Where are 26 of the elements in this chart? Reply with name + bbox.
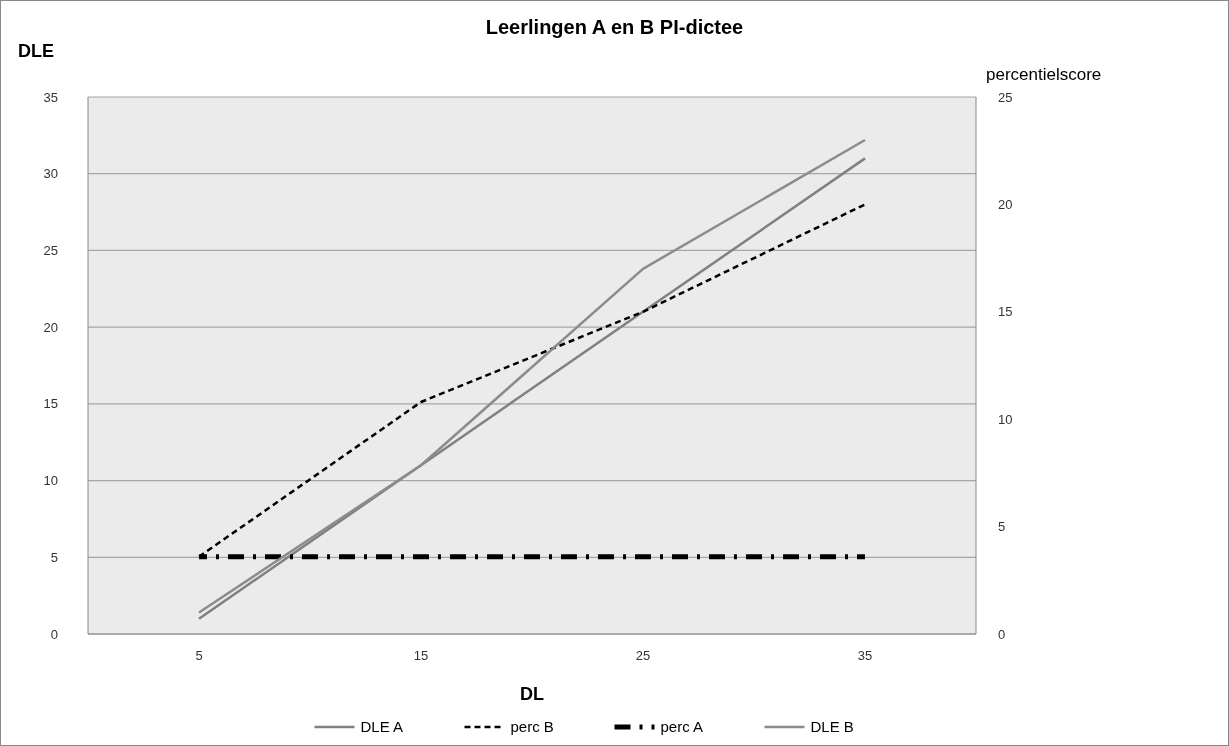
- legend-label: DLE A: [360, 718, 404, 736]
- legend-label: DLE B: [810, 718, 854, 736]
- y-tick-label: 35: [43, 89, 58, 105]
- legend-label: perc B: [510, 718, 554, 736]
- y-tick-label: 5: [50, 549, 58, 565]
- y2-tick-label: 10: [998, 411, 1013, 427]
- y2-tick-label: 5: [998, 519, 1006, 535]
- x-axis-title: DL: [520, 684, 544, 704]
- x-tick-label: 35: [857, 648, 873, 663]
- y2-tick-label: 25: [998, 89, 1013, 105]
- y2-tick-label: 0: [998, 626, 1006, 642]
- y-axis-title: DLE: [18, 41, 54, 61]
- y2-tick-label: 15: [998, 304, 1013, 320]
- x-tick-label: 25: [635, 648, 651, 663]
- y-tick-label: 20: [43, 319, 58, 335]
- y2-axis-title: percentielscore: [986, 65, 1102, 84]
- y-tick-label: 25: [43, 242, 58, 258]
- y-tick-label: 15: [43, 396, 58, 412]
- x-tick-label: 5: [195, 648, 203, 663]
- y-tick-label: 10: [43, 473, 58, 489]
- chart-title: Leerlingen A en B PI-dictee: [485, 16, 744, 38]
- y-tick-label: 30: [43, 166, 58, 182]
- legend-label: perc A: [660, 718, 704, 736]
- x-tick-label: 15: [413, 648, 429, 663]
- y2-tick-label: 20: [998, 196, 1013, 212]
- y-tick-label: 0: [50, 626, 58, 642]
